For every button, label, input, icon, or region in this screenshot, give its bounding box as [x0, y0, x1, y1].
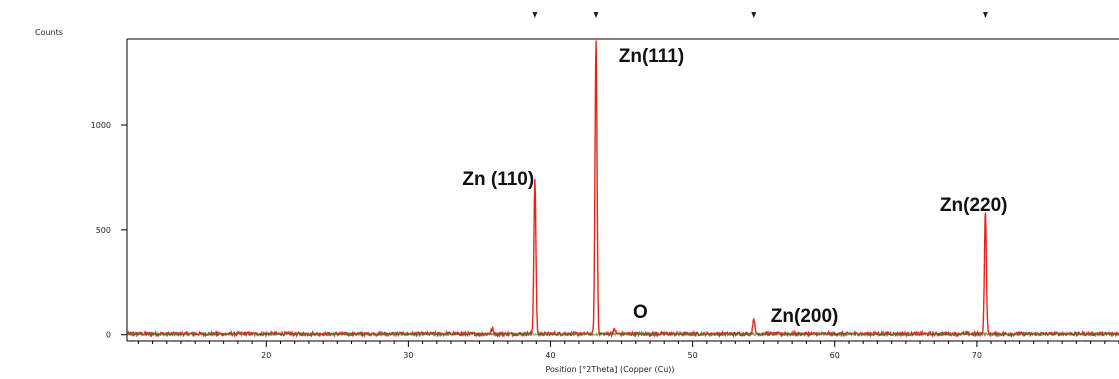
top-markers [532, 12, 988, 18]
y-tick-label: 0 [106, 331, 111, 340]
peak-annotation: Zn(111) [619, 46, 684, 67]
peak-annotation: Zn(200) [771, 306, 839, 327]
x-tick-label: 50 [688, 351, 698, 360]
y-axis: 0 500 1000 [91, 39, 128, 341]
x-tick-label: 60 [830, 351, 840, 360]
reference-marker [751, 12, 757, 18]
peak-annotation: Zn (110) [462, 169, 534, 190]
reference-marker [593, 12, 599, 18]
peak-labels: Zn(111) Zn (110) Zn(220) O Zn(200) [462, 46, 1007, 327]
x-tick-label: 40 [545, 351, 555, 360]
y-axis-title: Counts [35, 28, 63, 37]
peak-annotation: Zn(220) [940, 195, 1008, 216]
x-tick-label: 70 [972, 351, 982, 360]
x-axis-title: Position [°2Theta] (Copper (Cu)) [545, 365, 674, 374]
reference-marker [532, 12, 538, 18]
plot-area [126, 38, 1119, 339]
series-line-green [126, 331, 1119, 338]
series-line-red [126, 40, 1119, 339]
y-tick-label: 500 [96, 226, 111, 235]
y-tick-label: 1000 [91, 121, 111, 130]
x-tick-label: 20 [261, 351, 271, 360]
reference-marker [982, 12, 988, 18]
x-axis: 20 30 40 50 60 70 [127, 340, 1119, 360]
x-tick-label: 30 [403, 351, 413, 360]
peak-annotation: O [633, 302, 648, 323]
